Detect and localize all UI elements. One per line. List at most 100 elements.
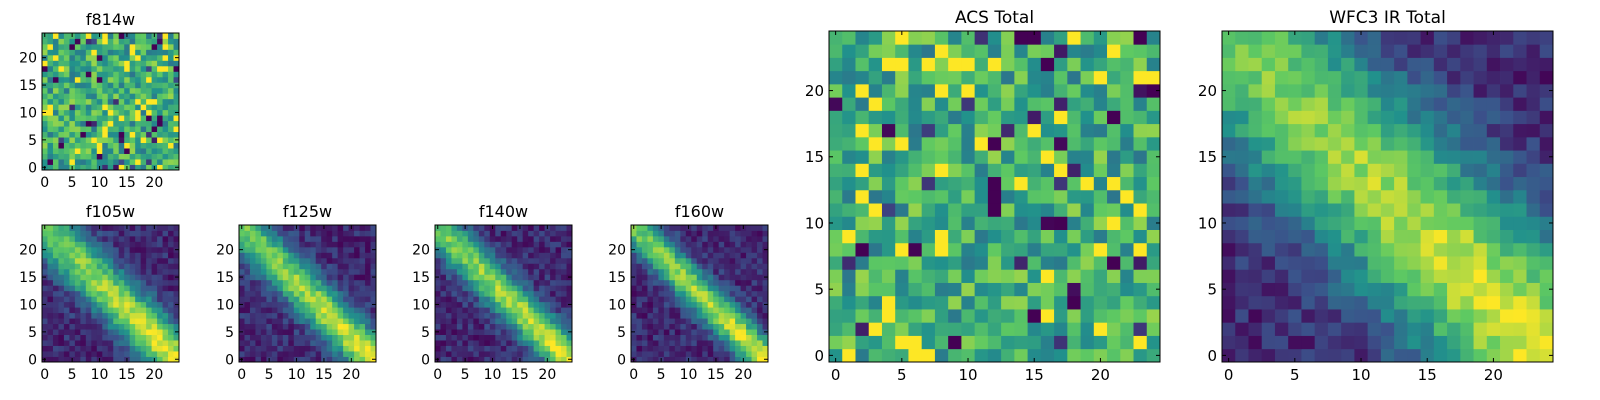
heatmap-cell <box>511 312 518 319</box>
heatmap-cell <box>555 257 562 264</box>
heatmap-cell <box>85 301 92 308</box>
heatmap-cell <box>1248 348 1263 363</box>
heatmap-cell <box>511 257 518 264</box>
y-tick-label: 5 <box>814 281 824 299</box>
heatmap-cell <box>652 263 659 270</box>
heatmap-cell <box>1001 31 1015 45</box>
heatmap-cell <box>517 334 524 341</box>
heatmap-cell <box>332 274 339 281</box>
heatmap-cell <box>157 126 163 133</box>
heatmap-cell <box>1054 322 1068 336</box>
heatmap-cell <box>462 340 469 346</box>
heatmap-cell <box>1354 136 1369 151</box>
heatmap-cell <box>47 345 54 352</box>
heatmap-cell <box>669 345 676 352</box>
heatmap-cell <box>69 60 76 67</box>
heatmap-cell <box>974 150 989 164</box>
axes-frame <box>828 30 1161 363</box>
heatmap-cell <box>1080 136 1095 151</box>
heatmap-cell <box>724 225 731 231</box>
heatmap-cell <box>271 290 278 297</box>
heatmap-cell <box>85 307 92 314</box>
heatmap-cell <box>42 153 48 160</box>
heatmap-cell <box>249 268 256 275</box>
heatmap-cell <box>58 65 65 72</box>
heatmap-cell <box>555 246 562 253</box>
heatmap-cell <box>1093 229 1108 244</box>
heatmap-cell <box>168 268 174 275</box>
heatmap-cell <box>52 82 59 89</box>
heatmap-cell <box>239 279 245 286</box>
heatmap-cell <box>1407 70 1421 85</box>
heatmap-cell <box>1288 322 1302 336</box>
heatmap-cell <box>948 282 962 297</box>
heatmap-cell <box>52 65 59 72</box>
heatmap-cell <box>566 340 573 346</box>
heatmap-cell <box>829 203 843 217</box>
heatmap-cell <box>277 263 284 270</box>
heatmap-cell <box>1274 97 1289 111</box>
heatmap-cell <box>641 257 648 264</box>
heatmap-cell <box>1120 229 1134 244</box>
heatmap-cell <box>288 323 295 330</box>
heatmap-cell <box>489 340 496 346</box>
heatmap-cell <box>124 290 131 297</box>
heatmap-cell <box>478 356 485 363</box>
heatmap-cell <box>124 246 131 253</box>
heatmap-cell <box>1460 256 1474 270</box>
heatmap-cell <box>1500 163 1514 178</box>
heatmap-cell <box>260 290 267 297</box>
heatmap-cell <box>522 235 529 242</box>
heatmap-cell <box>102 323 109 330</box>
heatmap-cell <box>348 285 355 292</box>
heatmap-cell <box>293 268 300 275</box>
heatmap-cell <box>495 329 502 335</box>
heatmap-cell <box>555 241 562 248</box>
heatmap-cell <box>435 351 441 357</box>
heatmap-cell <box>58 38 65 45</box>
heatmap-cell <box>735 329 741 335</box>
heatmap-cell <box>135 241 142 248</box>
heatmap-cell <box>1460 176 1474 191</box>
heatmap-cell <box>1288 136 1302 151</box>
heatmap-cell <box>1248 123 1263 138</box>
heatmap-cell <box>1460 282 1474 297</box>
heatmap-cell <box>1526 176 1541 191</box>
heatmap-cell <box>58 98 65 105</box>
heatmap-cell <box>299 285 306 292</box>
heatmap-cell <box>321 274 328 281</box>
heatmap-cell <box>354 274 360 281</box>
heatmap-cell <box>249 241 256 248</box>
heatmap-cell <box>757 312 763 319</box>
heatmap-cell <box>751 225 758 231</box>
heatmap-cell <box>1014 335 1028 350</box>
heatmap-cell <box>855 269 870 283</box>
heatmap-cell <box>260 356 267 363</box>
heatmap-cell <box>1054 44 1068 58</box>
heatmap-cell <box>173 60 180 67</box>
heatmap-cell <box>91 164 98 171</box>
heatmap-cell <box>52 137 59 143</box>
heatmap-cell <box>555 329 562 335</box>
heatmap-cell <box>881 322 896 336</box>
heatmap-cell <box>239 296 245 303</box>
heatmap-cell <box>157 318 163 325</box>
heatmap-cell <box>533 268 540 275</box>
heatmap-cell <box>162 257 169 264</box>
heatmap-cell <box>829 229 843 244</box>
y-tick-label: 10 <box>608 298 626 314</box>
heatmap-cell <box>102 268 109 275</box>
heatmap-cell <box>118 230 125 237</box>
heatmap-cell <box>1040 136 1055 151</box>
heatmap-cell <box>343 230 349 237</box>
heatmap-cell <box>1341 269 1355 283</box>
heatmap-cell <box>135 159 142 165</box>
heatmap-cell <box>151 252 158 259</box>
heatmap-cell <box>1513 335 1527 350</box>
heatmap-cell <box>113 235 120 242</box>
heatmap-cell <box>85 241 92 248</box>
heatmap-cell <box>151 323 158 330</box>
heatmap-cell <box>544 318 551 325</box>
heatmap-cell <box>255 225 262 231</box>
heatmap-cell <box>533 296 540 303</box>
